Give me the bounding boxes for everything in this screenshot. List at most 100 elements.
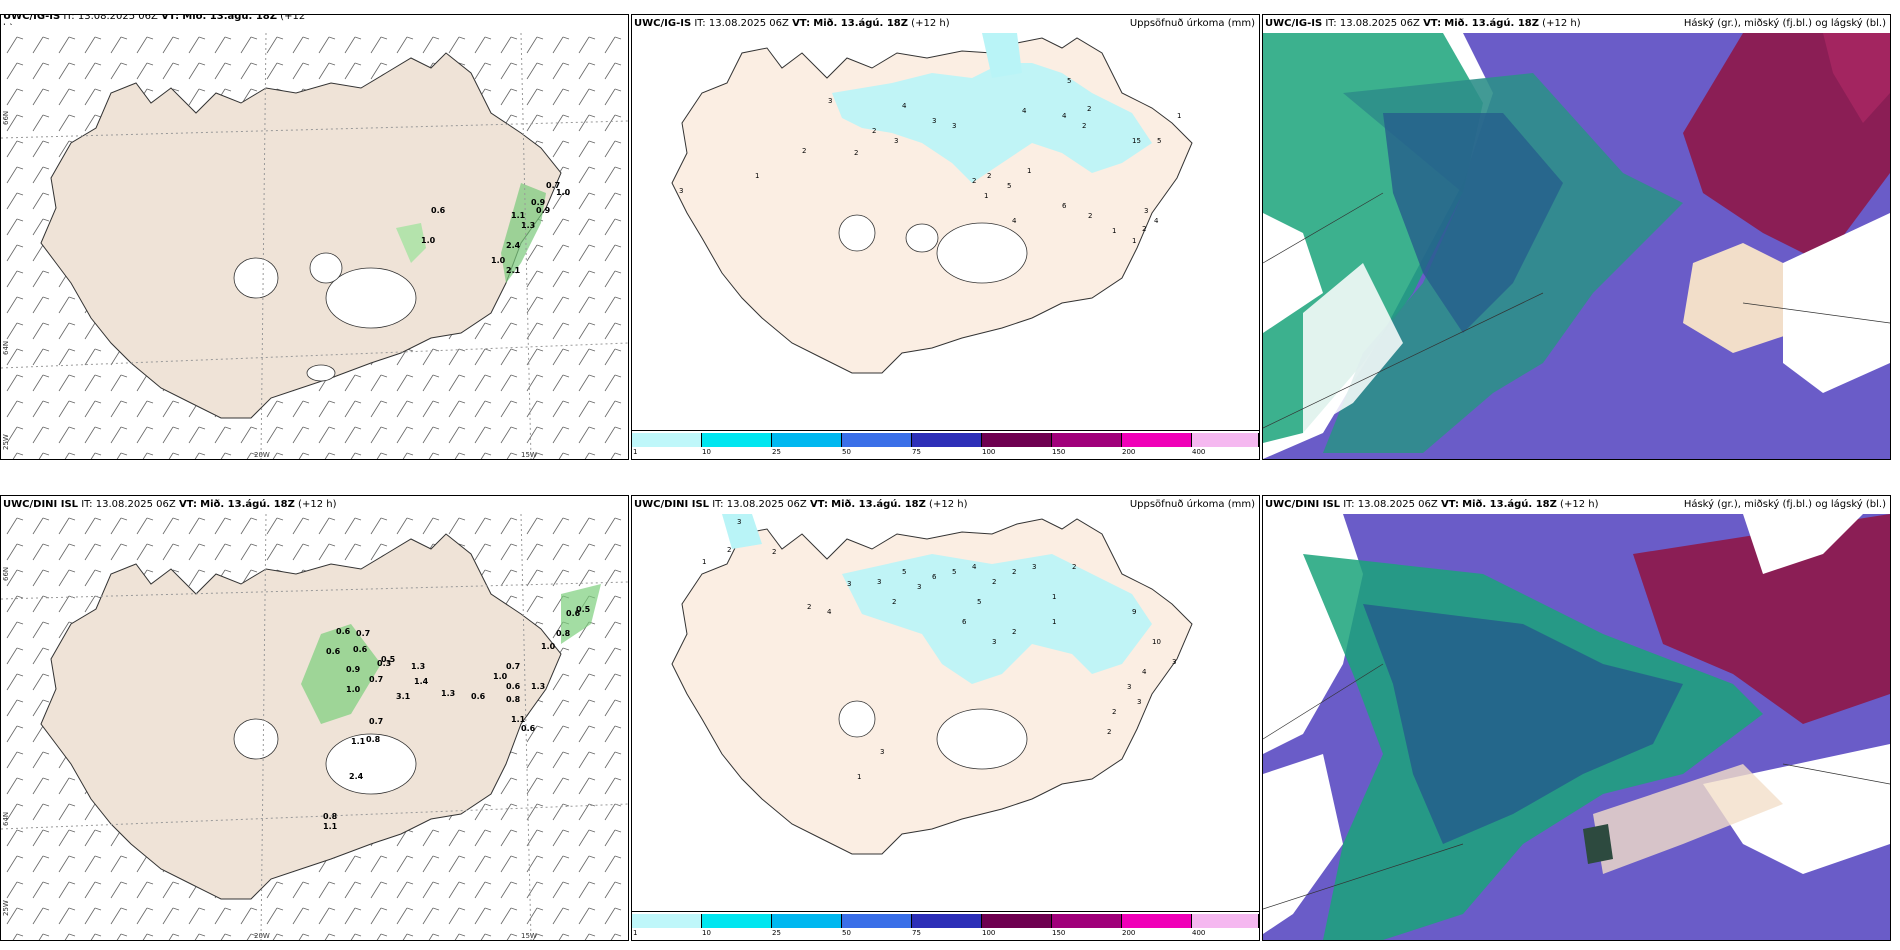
iceland-landmass [40, 52, 562, 419]
svg-text:2.4: 2.4 [506, 241, 521, 250]
svg-text:2.1: 2.1 [506, 266, 521, 275]
cloud-map [1263, 514, 1890, 940]
svg-text:5: 5 [977, 598, 981, 606]
svg-text:3: 3 [737, 518, 741, 526]
colorbar-label: 200 [1122, 448, 1136, 456]
panel-precip-dini: UWC/DINI ISL IT: 13.08.2025 06Z VT: Mið.… [631, 495, 1260, 941]
svg-text:0.9: 0.9 [531, 198, 546, 207]
colorbar-label: 100 [982, 929, 996, 937]
svg-text:3: 3 [1144, 207, 1148, 215]
svg-text:3: 3 [932, 117, 936, 125]
panel-clouds-dini: UWC/DINI ISL IT: 13.08.2025 06Z VT: Mið.… [1262, 495, 1891, 941]
colorbar-swatch [702, 914, 772, 928]
svg-text:2: 2 [892, 598, 896, 606]
svg-text:3: 3 [679, 187, 683, 195]
colorbar-swatch [1122, 433, 1192, 447]
svg-text:1.0: 1.0 [541, 642, 556, 651]
svg-text:4: 4 [1062, 112, 1067, 120]
colorbar-swatch [1052, 433, 1122, 447]
svg-text:0.7: 0.7 [356, 629, 370, 638]
svg-text:1: 1 [1027, 167, 1031, 175]
svg-text:3: 3 [1127, 683, 1131, 691]
svg-text:1: 1 [1052, 593, 1056, 601]
svg-text:0.6: 0.6 [353, 645, 368, 654]
svg-text:9: 9 [1132, 608, 1136, 616]
svg-text:3: 3 [828, 97, 832, 105]
colorbar-swatch [982, 914, 1052, 928]
svg-text:1.3: 1.3 [531, 682, 545, 691]
axis-lat-64: 64N [2, 340, 10, 355]
svg-text:1: 1 [1132, 237, 1136, 245]
svg-text:2: 2 [1012, 568, 1016, 576]
svg-text:2: 2 [1072, 563, 1076, 571]
colorbar: 1 10 25 50 75 100 150 200 400 [632, 430, 1259, 459]
svg-text:1.3: 1.3 [411, 662, 425, 671]
colorbar-label: 1 [633, 929, 638, 937]
svg-text:0.6: 0.6 [521, 724, 536, 733]
svg-text:5: 5 [1067, 77, 1071, 85]
svg-text:0.8: 0.8 [366, 735, 381, 744]
svg-text:2: 2 [1082, 122, 1086, 130]
svg-text:10: 10 [1152, 638, 1161, 646]
svg-text:4: 4 [1012, 217, 1017, 225]
colorbar-swatch [702, 433, 772, 447]
svg-text:2: 2 [972, 177, 976, 185]
colorbar-label: 150 [1052, 448, 1066, 456]
colorbar-label: 75 [912, 929, 921, 937]
axis-lon-15: 15W [521, 451, 537, 459]
svg-text:4: 4 [902, 102, 907, 110]
svg-text:3: 3 [877, 578, 881, 586]
panel-clouds-igis: UWC/IG-IS IT: 13.08.2025 06Z VT: Mið. 13… [1262, 14, 1891, 460]
panel-title: UWC/DINI ISL IT: 13.08.2025 06Z VT: Mið.… [634, 499, 1257, 513]
svg-text:1.0: 1.0 [491, 256, 506, 265]
colorbar-label: 150 [1052, 929, 1066, 937]
svg-text:2: 2 [872, 127, 876, 135]
svg-text:1: 1 [857, 773, 861, 781]
iceland-landmass [40, 533, 562, 900]
svg-text:0.6: 0.6 [336, 627, 351, 636]
svg-text:0.8: 0.8 [323, 812, 338, 821]
colorbar-label: 10 [702, 929, 711, 937]
colorbar-label: 50 [842, 448, 851, 456]
svg-text:1: 1 [702, 558, 706, 566]
svg-text:3: 3 [847, 580, 851, 588]
svg-text:4: 4 [1022, 107, 1027, 115]
colorbar-label: 200 [1122, 929, 1136, 937]
map-area: 0.7 0.6 0.9 1.0 1.1 1.3 1.0 0.9 2.4 2.1 … [1, 33, 628, 459]
svg-text:0.6: 0.6 [431, 206, 446, 215]
svg-text:0.5: 0.5 [381, 655, 396, 664]
svg-text:1.0: 1.0 [556, 188, 571, 197]
panel-title: UWC/IG-IS IT: 13.08.2025 06Z VT: Mið. 13… [3, 15, 626, 25]
svg-text:3: 3 [952, 122, 956, 130]
panel-precip-igis: UWC/IG-IS IT: 13.08.2025 06Z VT: Mið. 13… [631, 14, 1260, 460]
colorbar-label: 1 [633, 448, 638, 456]
axis-lon-20: 20W [254, 932, 270, 940]
svg-text:5: 5 [1157, 137, 1161, 145]
svg-text:3: 3 [1137, 698, 1141, 706]
svg-text:0.6: 0.6 [326, 647, 341, 656]
panel-title: UWC/DINI ISL IT: 13.08.2025 06Z VT: Mið.… [3, 499, 626, 513]
glacier-langjokull [233, 257, 279, 299]
svg-text:0.8: 0.8 [556, 629, 571, 638]
colorbar-swatch [912, 433, 982, 447]
colorbar-swatch [632, 914, 702, 928]
svg-text:1.1: 1.1 [323, 822, 338, 831]
svg-text:0.6: 0.6 [471, 692, 486, 701]
colorbar-swatch [1052, 914, 1122, 928]
svg-text:0.9: 0.9 [536, 206, 551, 215]
svg-text:1: 1 [1052, 618, 1056, 626]
svg-text:1.1: 1.1 [351, 737, 366, 746]
glacier-vatnajokull [325, 267, 417, 329]
colorbar-swatch [632, 433, 702, 447]
svg-text:0.6: 0.6 [566, 609, 581, 618]
svg-text:6: 6 [1062, 202, 1067, 210]
svg-text:0.7: 0.7 [506, 662, 520, 671]
svg-text:0.7: 0.7 [369, 675, 383, 684]
wind-map: 0.7 0.6 0.9 1.0 1.1 1.3 1.0 0.9 2.4 2.1 … [1, 33, 628, 459]
svg-text:6: 6 [932, 573, 937, 581]
panel-title: UWC/DINI ISL IT: 13.08.2025 06Z VT: Mið.… [1265, 499, 1888, 513]
svg-text:3: 3 [880, 748, 884, 756]
svg-text:3: 3 [992, 638, 996, 646]
panel-wind-dini: UWC/DINI ISL IT: 13.08.2025 06Z VT: Mið.… [0, 495, 629, 941]
svg-text:3: 3 [894, 137, 898, 145]
